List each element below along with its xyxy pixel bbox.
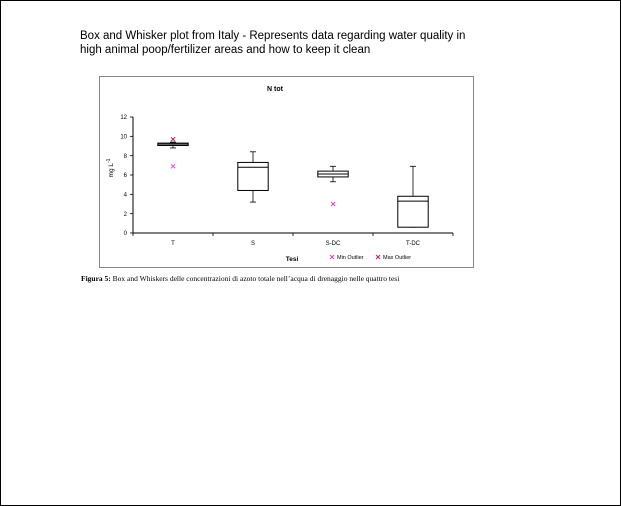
y-axis-label-text: mg L bbox=[108, 163, 115, 178]
legend-marker bbox=[329, 254, 335, 260]
legend-marker bbox=[375, 254, 381, 260]
caption-label: Figura 5: bbox=[81, 274, 111, 283]
min-outlier-marker-stroke bbox=[330, 201, 336, 207]
box-t-dc bbox=[397, 165, 429, 228]
box-plot-chart: N tot mg L-1 0 2 4 6 8 10 12 T S S-DC T-DC Tesi Mi… bbox=[106, 86, 454, 263]
legend-label: Max Outlier bbox=[383, 255, 411, 261]
chart-title: N tot bbox=[267, 86, 284, 93]
y-tick-label: 0 bbox=[124, 231, 128, 237]
caption-text: Box and Whiskers delle concentrazioni di… bbox=[110, 274, 400, 283]
iqr-box bbox=[237, 161, 269, 191]
box-s-dc bbox=[317, 165, 349, 207]
legend-marker-stroke bbox=[329, 254, 335, 260]
legend-item: Min Outlier bbox=[329, 254, 364, 261]
slide-heading: Box and Whisker plot from Italy - Repres… bbox=[80, 29, 550, 57]
x-tick-label: T-DC bbox=[406, 241, 421, 247]
y-tick-label: 4 bbox=[124, 193, 128, 199]
legend-label: Min Outlier bbox=[337, 255, 364, 261]
x-axis-label: Tesi bbox=[286, 256, 299, 263]
max-outlier-marker-stroke bbox=[170, 136, 176, 142]
y-tick-label: 8 bbox=[124, 154, 128, 160]
heading-line-2: high animal poop/fertilizer areas and ho… bbox=[80, 44, 371, 56]
y-tick-label: 10 bbox=[120, 135, 127, 141]
min-outlier-marker-stroke bbox=[170, 163, 176, 169]
min-outlier-marker bbox=[330, 201, 336, 207]
y-tick-label: 2 bbox=[124, 212, 128, 218]
chart-container: N tot mg L-1 0 2 4 6 8 10 12 T S S-DC T-DC Tesi Mi… bbox=[99, 76, 474, 268]
x-tick-label: S bbox=[251, 241, 255, 247]
x-tick-label: T bbox=[171, 241, 175, 247]
y-axis-label: mg L-1 bbox=[106, 158, 115, 177]
figure-caption: Figura 5: Box and Whiskers delle concent… bbox=[81, 274, 399, 283]
svg-text:mg L-1: mg L-1 bbox=[106, 158, 115, 177]
y-tick-label: 6 bbox=[124, 173, 128, 179]
box-t bbox=[157, 136, 189, 169]
y-tick-label: 12 bbox=[120, 115, 127, 121]
x-tick-label: S-DC bbox=[326, 241, 341, 247]
box-s bbox=[237, 151, 269, 203]
legend-item: Max Outlier bbox=[375, 254, 411, 261]
max-outlier-marker bbox=[170, 136, 176, 142]
legend-marker-stroke bbox=[375, 254, 381, 260]
min-outlier-marker bbox=[170, 163, 176, 169]
heading-line-1: Box and Whisker plot from Italy - Repres… bbox=[80, 30, 466, 42]
chart-legend: Min Outlier Max Outlier bbox=[329, 254, 411, 261]
plot-area: 0 2 4 6 8 10 12 T S S-DC T-DC bbox=[120, 115, 454, 247]
y-axis-label-sup: -1 bbox=[106, 158, 112, 163]
